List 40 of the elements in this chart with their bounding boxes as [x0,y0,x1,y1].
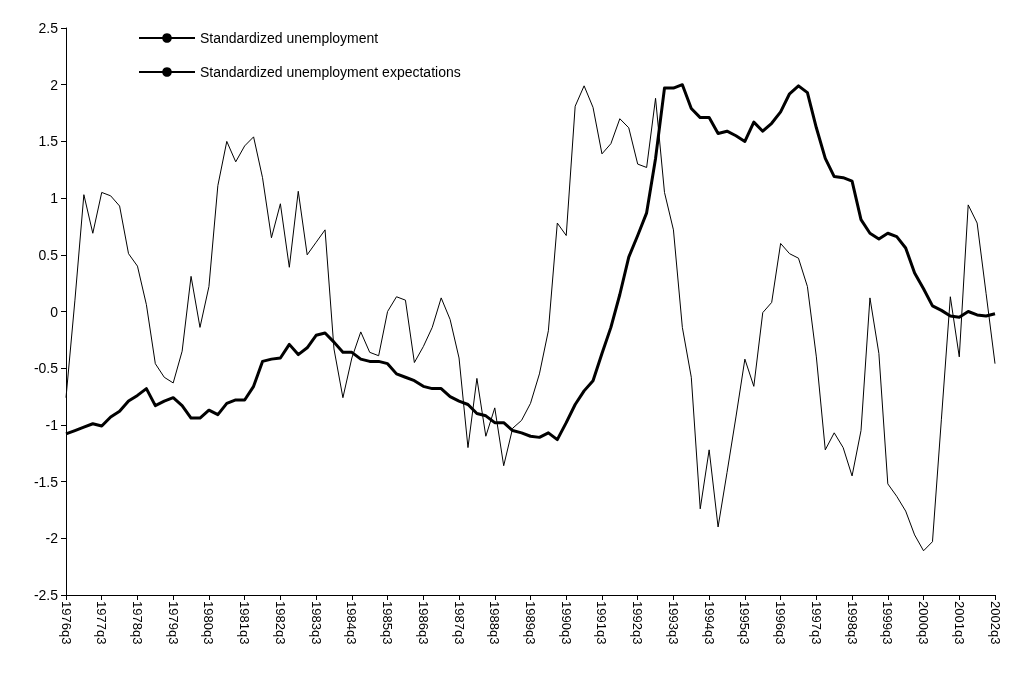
x-tick-label: 1985q3 [380,601,396,645]
x-tick-label: 1981q3 [237,601,253,645]
y-tick-label: 0 [50,303,59,320]
x-tick-label: 1994q3 [701,601,717,645]
x-tick-label: 1982q3 [272,601,288,645]
x-tick-label: 1984q3 [344,601,360,645]
x-tick-label: 1988q3 [487,601,503,645]
x-tick-label: 1978q3 [129,601,145,645]
x-tick-label: 1996q3 [773,601,789,645]
x-tick-label: 1983q3 [308,601,324,645]
legend-label: Standardized unemployment [200,30,379,46]
x-tick-label: 1977q3 [94,601,110,645]
y-tick-label: 2 [50,76,59,93]
x-tick-label: 2000q3 [916,601,932,645]
y-tick-label: -0.5 [33,360,59,377]
x-tick-label: 1992q3 [630,601,646,645]
y-tick-label: -1.5 [33,473,59,490]
x-tick-label: 1999q3 [880,601,896,645]
y-tick-label: -1 [45,416,59,433]
x-tick-label: 1987q3 [451,601,467,645]
x-tick-label: 1991q3 [594,601,610,645]
y-tick-label: 0.5 [38,246,59,263]
x-tick-label: 1990q3 [558,601,574,645]
x-tick-label: 1995q3 [737,601,753,645]
x-tick-label: 2002q3 [987,601,1003,645]
y-tick-label: 2.5 [38,20,59,36]
x-tick-label: 1993q3 [665,601,681,645]
legend-label: Standardized unemployment expectations [200,64,461,80]
y-tick-label: 1.5 [38,133,59,150]
x-tick-label: 1997q3 [808,601,824,645]
x-tick-label: 1976q3 [58,601,74,645]
y-tick-label: 1 [50,190,59,207]
y-tick-label: -2.5 [33,587,59,603]
x-tick-label: 2001q3 [951,601,967,645]
y-tick-label: -2 [45,530,59,547]
x-tick-label: 1986q3 [415,601,431,645]
x-tick-label: 1998q3 [844,601,860,645]
x-tick-label: 1989q3 [523,601,538,645]
x-tick-label: 1979q3 [165,601,181,645]
x-tick-label: 1980q3 [201,601,217,645]
